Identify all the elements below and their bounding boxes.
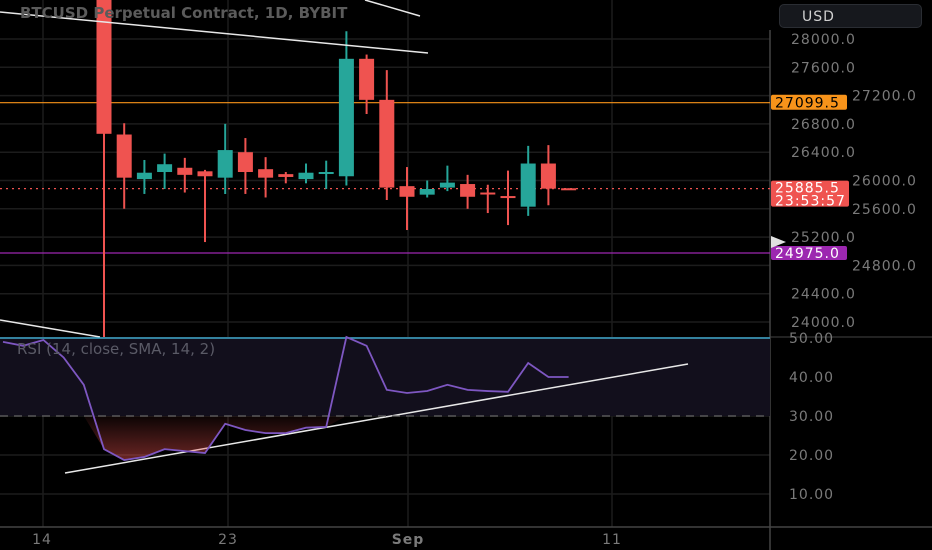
price-labels: 27099.5 25885.523:53:57 24975.0 xyxy=(771,94,849,262)
trend-line-drawings[interactable] xyxy=(0,0,689,474)
candle xyxy=(338,31,354,186)
rsi-tick-label: 30.00 xyxy=(789,409,834,425)
candle xyxy=(439,165,455,192)
alert-marker-icon xyxy=(771,236,786,248)
candle xyxy=(379,70,395,200)
candle-body xyxy=(379,99,395,188)
alert-price-tag xyxy=(771,94,847,110)
candle-body xyxy=(197,171,213,177)
rsi-axis[interactable]: 50.00 40.00 30.00 20.00 10.00 xyxy=(789,331,834,503)
candle xyxy=(500,170,516,226)
price-tick-label: 26400.0 xyxy=(791,145,856,161)
candle xyxy=(136,159,152,194)
price-tick-label: 26000.0 xyxy=(852,174,917,190)
rsi-pane xyxy=(0,335,770,462)
price-tick-label: 26800.0 xyxy=(791,117,856,133)
candle xyxy=(561,188,577,191)
candle xyxy=(480,184,496,214)
candle xyxy=(298,163,314,184)
rsi-tick-label: 20.00 xyxy=(789,448,834,464)
candle-body xyxy=(480,192,496,195)
currency-button[interactable]: USD xyxy=(779,4,922,28)
support-price-label: 24975.0 xyxy=(775,246,840,262)
candle xyxy=(197,169,213,243)
candle xyxy=(237,138,253,194)
candle xyxy=(96,0,112,337)
candle xyxy=(359,54,375,114)
time-tick-label: 14 xyxy=(32,532,52,548)
candle-body xyxy=(318,172,334,175)
trend-line xyxy=(0,319,101,338)
candle-body xyxy=(258,169,274,178)
candle-body xyxy=(338,58,354,177)
candle xyxy=(217,123,233,194)
candle-body xyxy=(298,172,314,180)
candle-body xyxy=(460,184,476,197)
candle xyxy=(399,167,415,231)
candle xyxy=(540,145,556,206)
rsi-tick-label: 40.00 xyxy=(789,370,834,386)
last-price-tag xyxy=(771,180,849,207)
rsi-tick-label: 50.00 xyxy=(789,331,834,347)
rsi-legend: RSI (14, close, SMA, 14, 2) xyxy=(17,340,215,358)
rsi-band xyxy=(0,337,770,416)
trend-line xyxy=(0,11,429,54)
price-tick-label: 27200.0 xyxy=(852,89,917,105)
candle-body xyxy=(399,186,415,197)
price-tick-label: 27600.0 xyxy=(791,60,856,76)
candle-body xyxy=(278,174,294,177)
candle xyxy=(116,123,132,209)
time-tick-label: 23 xyxy=(218,532,238,548)
candle-body xyxy=(439,182,455,188)
candle-body xyxy=(116,134,132,178)
trend-line xyxy=(364,0,421,17)
time-axis[interactable]: 14 23 Sep 11 xyxy=(32,532,622,548)
candles xyxy=(96,0,577,337)
support-price-tag xyxy=(771,246,847,261)
candle xyxy=(460,174,476,209)
candle xyxy=(278,172,294,184)
candle-body xyxy=(561,188,577,191)
candle-body xyxy=(157,164,173,173)
rsi-tick-label: 10.00 xyxy=(789,487,834,503)
last-price-label: 25885.5 xyxy=(775,181,840,197)
candle-body xyxy=(96,0,112,134)
rsi-oversold-fill xyxy=(3,416,569,461)
candle xyxy=(157,153,173,189)
candle-body xyxy=(419,188,435,195)
candle xyxy=(419,180,435,198)
candle-body xyxy=(217,150,233,178)
alert-price-label: 27099.5 xyxy=(775,96,840,112)
price-tick-label: 25600.0 xyxy=(852,202,917,218)
candle-body xyxy=(540,163,556,189)
symbol-legend: BTCUSD Perpetual Contract, 1D, BYBIT xyxy=(20,4,348,22)
price-tick-label: 25200.0 xyxy=(791,230,856,246)
candle-body xyxy=(520,163,536,207)
price-tick-label: 28000.0 xyxy=(791,32,856,48)
candle xyxy=(177,157,193,193)
candle xyxy=(520,145,536,216)
price-tick-label: 24800.0 xyxy=(852,258,917,274)
candle-body xyxy=(500,196,516,199)
price-axis[interactable]: 28000.0 27600.0 27200.0 26800.0 26400.0 26000… xyxy=(791,32,917,331)
candle xyxy=(318,160,334,189)
time-tick-label: Sep xyxy=(392,532,425,548)
time-tick-label: 11 xyxy=(602,532,622,548)
candle xyxy=(258,157,274,198)
countdown-label: 23:53:57 xyxy=(775,194,846,210)
candle-body xyxy=(136,172,152,180)
candle-body xyxy=(237,152,253,173)
candle-body xyxy=(177,167,193,175)
rsi-trend-line xyxy=(64,363,689,474)
price-tick-label: 24000.0 xyxy=(791,315,856,331)
candle-body xyxy=(359,58,375,100)
price-tick-label: 24400.0 xyxy=(791,287,856,303)
